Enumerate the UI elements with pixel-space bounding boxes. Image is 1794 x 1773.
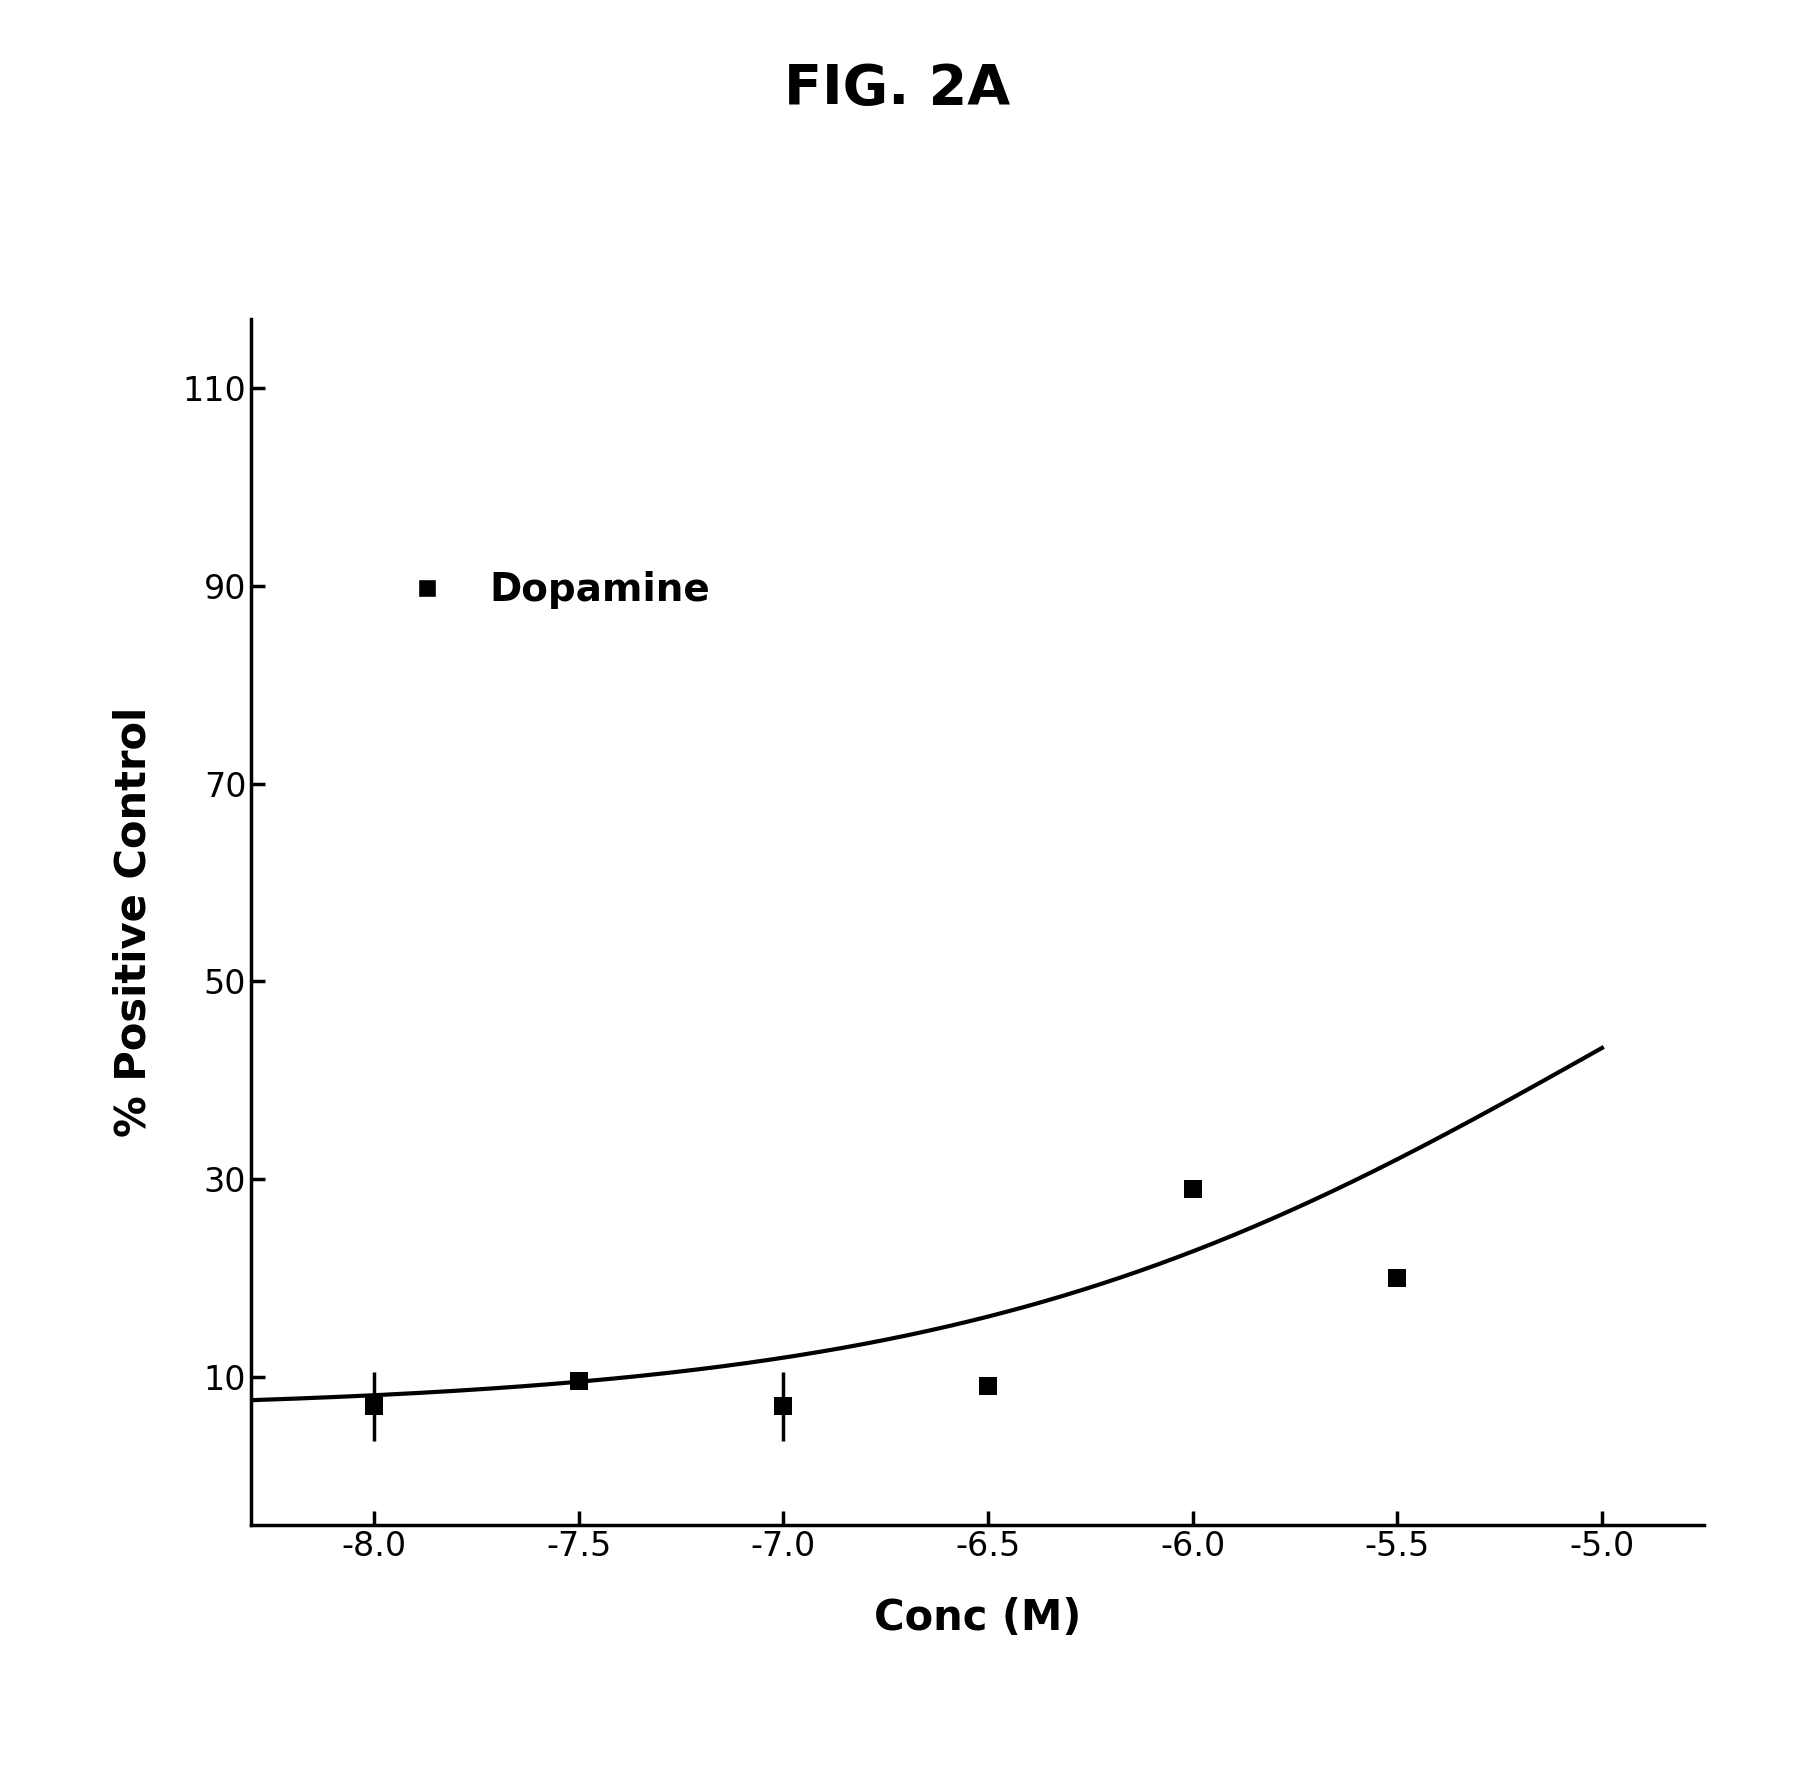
Text: FIG. 2A: FIG. 2A	[784, 62, 1010, 115]
X-axis label: Conc (M): Conc (M)	[874, 1597, 1082, 1640]
Y-axis label: % Positive Control: % Positive Control	[113, 707, 154, 1136]
Legend: Dopamine: Dopamine	[373, 555, 725, 624]
